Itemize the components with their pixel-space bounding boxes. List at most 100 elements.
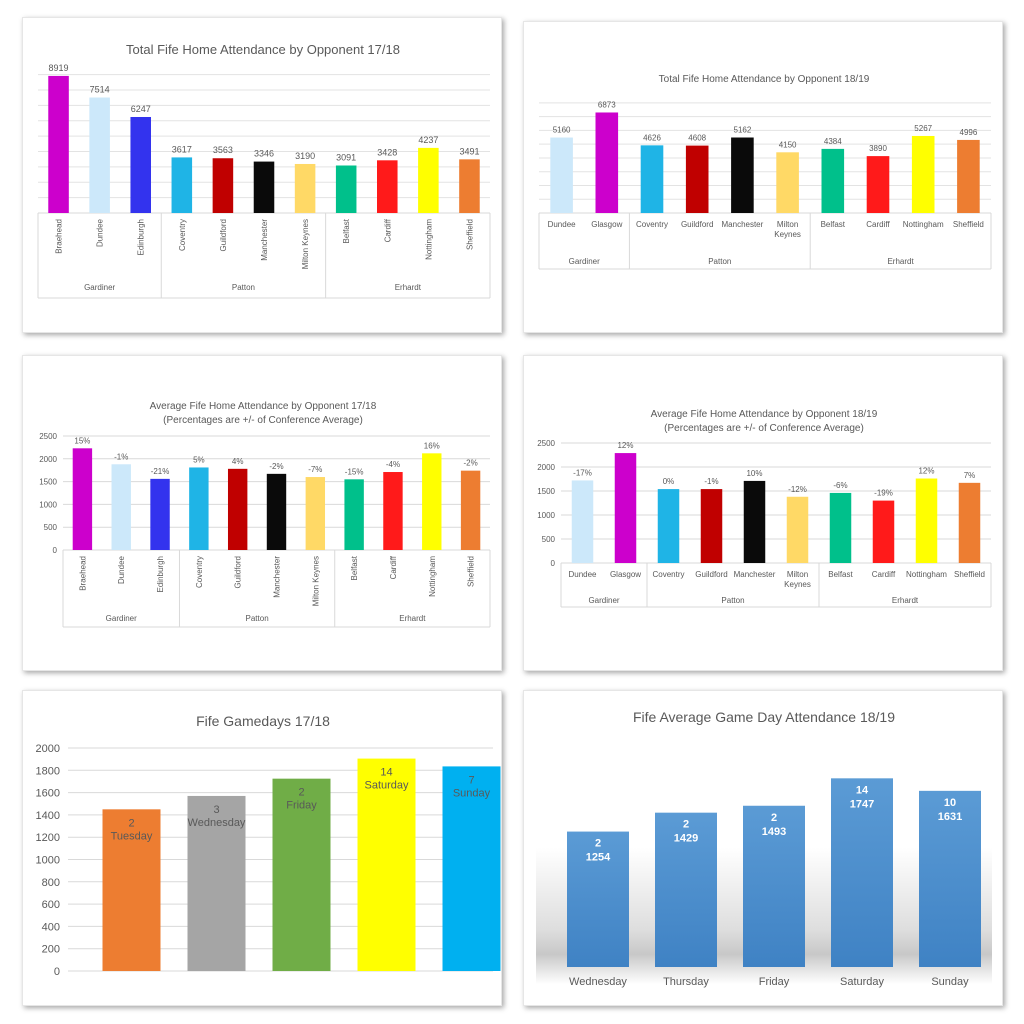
bar-saturday [357, 758, 416, 971]
day-label: Friday [286, 800, 317, 812]
category-label: Belfast [821, 220, 846, 229]
day-label: Tuesday [111, 830, 153, 842]
bar-edinburgh [150, 478, 170, 550]
category-label: Keynes [784, 580, 811, 589]
bar-friday [743, 805, 805, 967]
bar-manchester [731, 137, 754, 213]
bar-thursday [655, 812, 717, 967]
chart-svg: Fife Average Game Day Attendance 18/19 2 1… [536, 709, 992, 988]
group-label: Erhardt [395, 283, 422, 292]
data-label: -12% [788, 485, 807, 494]
data-label: 1631 [938, 811, 962, 823]
data-label: 12% [918, 467, 934, 476]
bar-friday [272, 778, 331, 971]
bar-edinburgh [130, 116, 151, 213]
bar-dundee [571, 480, 594, 563]
bar-coventry [640, 145, 664, 213]
bar-cardiff [377, 160, 398, 213]
data-label: 4150 [779, 140, 797, 149]
bar-dundee [550, 137, 573, 213]
bar-manchester [743, 480, 766, 563]
y-tick-label: 600 [42, 899, 60, 911]
data-label: -1% [114, 452, 128, 461]
bar-belfast [335, 165, 357, 213]
bar-nottingham [422, 453, 442, 550]
category-label: Glasgow [610, 570, 641, 579]
bar-wednesday [567, 831, 629, 967]
data-label: 8919 [49, 63, 69, 73]
category-label: Thursday [663, 976, 709, 988]
games-count-label: 14 [856, 784, 869, 796]
chart-subtitle: (Percentages are +/- of Conference Avera… [664, 423, 864, 434]
data-label: 3890 [869, 144, 887, 153]
category-label: Saturday [840, 976, 885, 988]
y-tick-label: 1500 [39, 478, 57, 487]
data-label: 7% [964, 471, 976, 480]
category-label: Manchester [273, 556, 282, 598]
y-tick-label: 800 [42, 877, 60, 889]
chart-panel-average-17-18: Average Fife Home Attendance by Opponent… [22, 355, 502, 671]
category-label: Manchester [722, 220, 764, 229]
data-label: 5160 [553, 126, 571, 135]
chart-panel-average-18-19: Average Fife Home Attendance by Opponent… [523, 355, 1003, 671]
bar-glasgow [614, 453, 637, 563]
category-label: Friday [759, 976, 790, 988]
group-label: Patton [708, 257, 731, 266]
category-label: Cardiff [872, 570, 896, 579]
category-label: Dundee [96, 218, 105, 247]
group-label: Gardiner [106, 614, 137, 623]
data-label: -2% [269, 462, 283, 471]
data-label: 0% [663, 477, 675, 486]
y-tick-label: 1000 [39, 500, 57, 509]
group-label: Erhardt [399, 614, 426, 623]
bar-nottingham [911, 135, 935, 213]
group-label: Gardiner [569, 257, 600, 266]
games-count-label: 2 [595, 838, 601, 850]
y-tick-label: 2500 [39, 432, 57, 441]
chart-panel-total-17-18: Total Fife Home Attendance by Opponent 1… [22, 17, 502, 333]
group-label: Gardiner [588, 596, 619, 605]
data-label: 3091 [336, 152, 356, 162]
data-label: 16% [424, 441, 440, 450]
chart-svg: Total Fife Home Attendance by Opponent 1… [37, 42, 491, 299]
category-label: Coventry [636, 220, 668, 229]
y-tick-label: 1200 [36, 832, 60, 844]
category-label: Guildford [219, 219, 228, 251]
chart-title: Fife Average Game Day Attendance 18/19 [633, 709, 895, 725]
group-label: Erhardt [892, 596, 919, 605]
category-label: Cardiff [383, 218, 392, 242]
y-tick-label: 2000 [39, 455, 57, 464]
y-tick-label: 1500 [537, 487, 555, 496]
group-label: Patton [232, 283, 255, 292]
bar-milton-keynes [776, 152, 799, 213]
games-count-label: 3 [213, 804, 219, 816]
bar-sheffield [459, 159, 480, 213]
category-label: Glasgow [591, 220, 622, 229]
category-label: Wednesday [569, 976, 627, 988]
category-label: Guildford [695, 570, 727, 579]
data-label: -21% [151, 467, 170, 476]
category-label: Sheffield [953, 220, 984, 229]
chart-svg: Average Fife Home Attendance by Opponent… [39, 401, 491, 628]
bar-guildford [700, 489, 723, 563]
data-label: 1429 [674, 833, 698, 845]
data-label: -7% [308, 465, 322, 474]
category-label: Nottingham [906, 570, 947, 579]
y-tick-label: 0 [551, 559, 556, 568]
bar-manchester [266, 473, 287, 550]
games-count-label: 2 [128, 817, 134, 829]
data-label: 3563 [213, 145, 233, 155]
games-count-label: 2 [771, 812, 777, 824]
category-label: Edinburgh [137, 219, 146, 255]
bar-guildford [227, 468, 248, 550]
chart-subtitle: (Percentages are +/- of Conference Avera… [163, 415, 363, 426]
bar-dundee [111, 464, 131, 550]
bar-tuesday [102, 809, 161, 971]
bar-milton-keynes [294, 163, 316, 213]
games-count-label: 7 [468, 774, 474, 786]
category-label: Milton Keynes [301, 219, 310, 269]
bar-coventry [189, 467, 209, 550]
bar-glasgow [595, 112, 619, 213]
y-tick-label: 2000 [36, 743, 60, 755]
y-tick-label: 0 [53, 546, 58, 555]
